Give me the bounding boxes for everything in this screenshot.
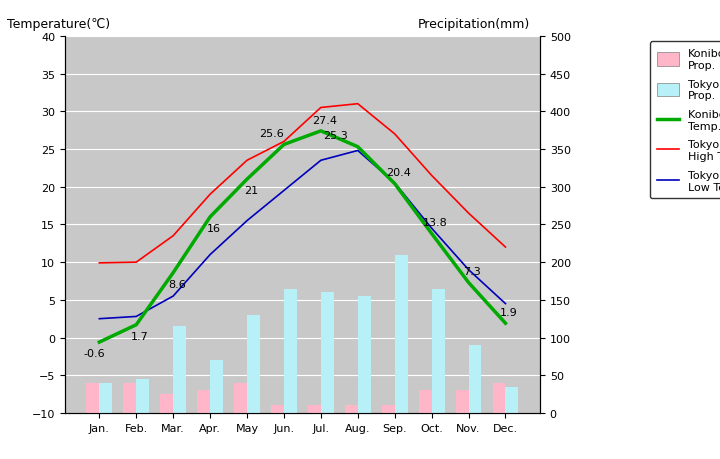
Bar xyxy=(174,326,186,413)
Text: 16: 16 xyxy=(207,224,221,234)
Bar xyxy=(284,289,297,413)
Bar xyxy=(456,391,469,413)
Text: Temperature(℃): Temperature(℃) xyxy=(7,18,110,31)
Bar xyxy=(247,315,260,413)
Legend: Konibodom
Prop., Tokyo, Japan
Prop., Konibodom Ave.
Temp., Tokyo, Japan
High Tem: Konibodom Prop., Tokyo, Japan Prop., Kon… xyxy=(650,42,720,199)
Text: 21: 21 xyxy=(243,186,258,196)
Bar xyxy=(492,383,505,413)
Text: 1.9: 1.9 xyxy=(500,307,518,317)
Text: 13.8: 13.8 xyxy=(423,218,448,228)
Text: 8.6: 8.6 xyxy=(168,280,186,289)
Bar xyxy=(161,394,174,413)
Text: 27.4: 27.4 xyxy=(312,115,337,125)
Bar xyxy=(271,406,284,413)
Text: 1.7: 1.7 xyxy=(131,331,149,341)
Bar xyxy=(210,360,223,413)
Bar xyxy=(197,391,210,413)
Bar xyxy=(345,406,358,413)
Text: 25.6: 25.6 xyxy=(258,129,284,139)
Text: Precipitation(mm): Precipitation(mm) xyxy=(418,18,530,31)
Bar xyxy=(358,297,371,413)
Bar xyxy=(395,255,408,413)
Text: 25.3: 25.3 xyxy=(323,131,348,141)
Bar xyxy=(419,391,431,413)
Bar xyxy=(431,289,444,413)
Bar xyxy=(469,345,482,413)
Bar xyxy=(86,383,99,413)
Bar xyxy=(505,387,518,413)
Bar xyxy=(99,383,112,413)
Text: 7.3: 7.3 xyxy=(464,267,481,277)
Bar xyxy=(136,379,149,413)
Bar xyxy=(234,383,247,413)
Bar xyxy=(382,406,395,413)
Text: -0.6: -0.6 xyxy=(83,349,104,358)
Bar xyxy=(321,293,334,413)
Bar xyxy=(123,383,136,413)
Bar xyxy=(308,406,321,413)
Text: 20.4: 20.4 xyxy=(386,168,411,178)
